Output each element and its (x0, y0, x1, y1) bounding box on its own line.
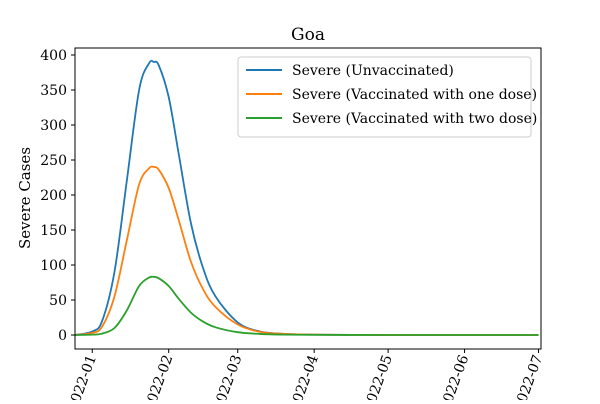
y-tick-label: 250 (40, 153, 67, 169)
chart-title: Goa (291, 25, 325, 45)
legend-box (237, 56, 532, 138)
y-tick-label: 150 (40, 223, 67, 239)
y-tick-label: 400 (40, 48, 67, 64)
y-axis-label: Severe Cases (16, 147, 34, 249)
y-tick-label: 350 (40, 83, 67, 99)
y-tick-label: 100 (40, 258, 67, 274)
y-tick-label: 0 (58, 328, 67, 344)
x-tick-label: 2022-07 (511, 353, 546, 400)
y-tick-label: 300 (40, 118, 67, 134)
series-line-3 (74, 275, 539, 336)
x-tick-label: 2022-04 (287, 353, 322, 400)
y-tick-label: 200 (40, 188, 67, 204)
y-tick-label: 50 (49, 293, 67, 309)
plot-frame (74, 47, 542, 350)
x-tick-label: 2022-05 (361, 353, 396, 400)
series-line-2 (74, 165, 539, 336)
legend-label-1: Severe (Unvaccinated) (292, 63, 454, 79)
x-tick-label: 2022-03 (211, 353, 246, 400)
legend-label-2: Severe (Vaccinated with one dose) (292, 87, 537, 103)
plot-lines (74, 59, 539, 336)
legend-label-3: Severe (Vaccinated with two dose) (292, 111, 537, 127)
x-tick-label: 2022-02 (142, 353, 177, 400)
x-tick-label: 2022-06 (437, 353, 472, 400)
x-tick-label: 2022-01 (65, 353, 100, 400)
legend: Severe (Unvaccinated) Severe (Vaccinated … (237, 56, 537, 138)
